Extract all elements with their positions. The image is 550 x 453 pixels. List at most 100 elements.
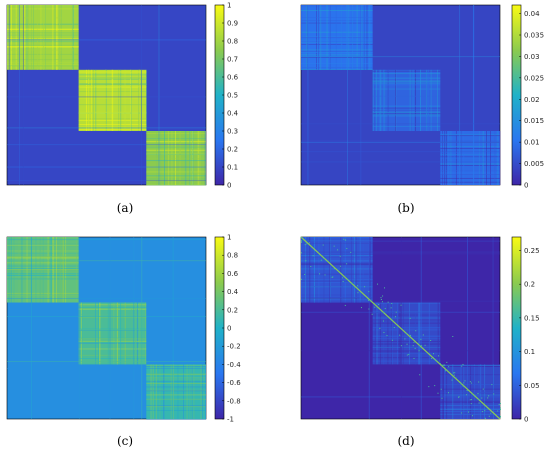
texture-streak [156, 131, 158, 185]
texture-streak [146, 405, 206, 407]
texture-streak [301, 37, 373, 39]
texture-streak [478, 364, 480, 419]
scatter-dot [433, 353, 435, 355]
texture-streak [473, 5, 475, 185]
texture-streak [442, 364, 444, 419]
texture-streak [78, 317, 147, 319]
caption-c: (c) [117, 434, 133, 448]
texture-streak [7, 274, 79, 276]
texture-streak [366, 5, 368, 70]
texture-streak [372, 126, 441, 127]
scatter-dot [419, 374, 421, 376]
texture-streak [146, 389, 206, 391]
texture-streak [314, 237, 315, 303]
texture-streak [492, 237, 494, 419]
scatter-dot [414, 347, 416, 349]
texture-streak [372, 115, 441, 117]
texture-streak [138, 69, 140, 131]
scatter-dot [442, 364, 444, 366]
colorbar-tick-label: 0 [227, 182, 231, 190]
texture-streak [173, 364, 174, 419]
texture-streak [152, 364, 154, 419]
texture-streak [22, 5, 24, 185]
texture-streak [301, 44, 373, 45]
panel-d: 0 0.05 0.1 0.15 0.2 0.25 (d) [300, 236, 540, 448]
texture-streak [326, 5, 328, 70]
texture-streak [115, 302, 117, 365]
colorbar-tick-label: 0 [227, 325, 231, 333]
scatter-dot [382, 295, 384, 297]
texture-streak [301, 140, 500, 142]
texture-streak [372, 352, 441, 354]
texture-streak [8, 5, 10, 185]
scatter-dot [491, 384, 493, 386]
texture-streak [301, 5, 373, 7]
texture-streak [301, 251, 500, 253]
texture-streak [374, 302, 376, 365]
scatter-dot [391, 339, 393, 341]
texture-streak [301, 256, 373, 258]
scatter-dot [406, 343, 408, 345]
heatmap-b-texture [301, 5, 501, 185]
texture-streak [146, 184, 206, 186]
scatter-dot [446, 361, 448, 363]
scatter-dot [304, 274, 306, 276]
texture-streak [7, 39, 206, 41]
scatter-dot [482, 388, 484, 390]
texture-streak [130, 69, 132, 131]
texture-streak [146, 390, 206, 392]
texture-streak [146, 149, 206, 150]
scatter-dot [413, 357, 415, 359]
colorbar-tick-label: 0.3 [227, 128, 238, 136]
texture-streak [184, 131, 186, 185]
texture-streak [31, 5, 32, 70]
texture-streak [7, 31, 79, 33]
colorbar-b-ticks: 0 0.005 0.01 0.015 0.02 0.025 0.03 0.035 0.04 [519, 10, 544, 190]
scatter-dot [435, 360, 437, 362]
scatter-dot [368, 308, 370, 310]
scatter-dot [500, 402, 501, 404]
texture-streak [146, 364, 206, 366]
scatter-dot [453, 374, 455, 376]
texture-streak [146, 374, 206, 376]
scatter-dot [461, 365, 463, 367]
texture-streak [419, 302, 421, 365]
texture-streak [7, 361, 206, 362]
scatter-dot [382, 320, 384, 322]
texture-streak [351, 5, 353, 70]
texture-streak [376, 69, 378, 131]
texture-streak [136, 302, 138, 365]
scatter-dot [379, 327, 381, 329]
texture-streak [472, 5, 474, 185]
texture-streak [130, 69, 131, 131]
scatter-dot [431, 357, 433, 359]
texture-streak [146, 406, 206, 408]
texture-streak [409, 69, 411, 131]
scatter-dot [471, 399, 473, 401]
texture-streak [372, 82, 441, 84]
texture-streak [399, 302, 400, 365]
colorbar-tick-label: 0.02 [524, 96, 540, 104]
texture-streak [372, 351, 441, 353]
texture-streak [384, 69, 386, 131]
texture-streak [301, 273, 373, 275]
scatter-dot [301, 278, 302, 280]
scatter-dot [320, 259, 322, 261]
texture-streak [301, 350, 500, 352]
heatmap-d-texture [300, 236, 501, 420]
texture-streak [72, 5, 74, 70]
texture-streak [78, 305, 147, 307]
texture-streak [146, 149, 206, 151]
texture-streak [140, 69, 142, 131]
texture-streak [301, 39, 373, 41]
colorbar-tick-label: 0.005 [524, 160, 544, 168]
colorbar-tick-label: 0.15 [524, 314, 540, 322]
texture-streak [57, 5, 58, 70]
texture-streak [354, 237, 356, 303]
scatter-dot [369, 300, 371, 302]
scatter-dot [324, 274, 326, 276]
texture-streak [452, 364, 454, 419]
texture-streak [301, 298, 373, 300]
scatter-dot [452, 335, 454, 337]
texture-streak [301, 161, 500, 163]
